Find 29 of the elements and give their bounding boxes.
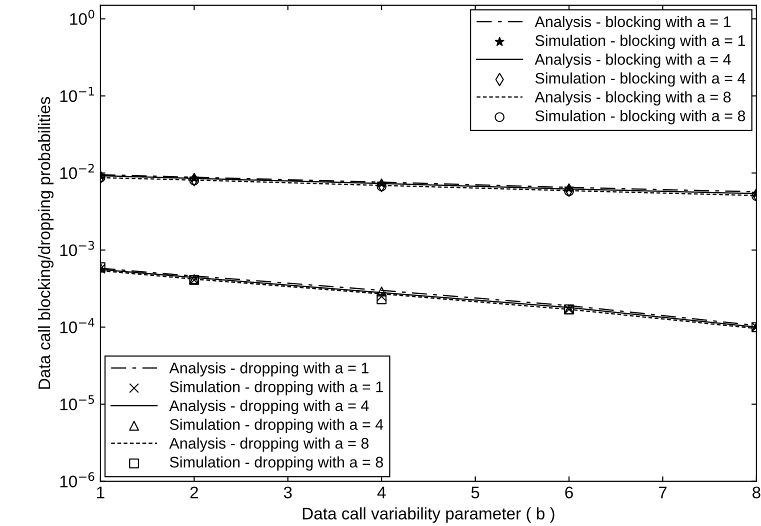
x-tick-label: 8 — [752, 486, 760, 498]
y-tick-label: 10$^{−6}$ — [60, 472, 94, 488]
legend-label: Simulation - blocking with a = 1 — [535, 34, 746, 50]
x-tick-label: 2 — [190, 486, 198, 498]
y-tick-label: 10$^{−3}$ — [60, 240, 94, 256]
legend-label: Analysis - blocking with a = 1 — [534, 16, 731, 30]
x-tick-label: 6 — [565, 486, 573, 498]
legend-label: Simulation - dropping with a = 8 — [170, 456, 383, 471]
legend-label: Simulation - blocking with a = 4 — [535, 72, 746, 87]
y-tick-label: 10$^{−2}$ — [60, 164, 94, 180]
legend-label: Simulation - dropping with a = 1 — [170, 381, 383, 396]
legend-label: Simulation - blocking with a = 8 — [535, 110, 746, 124]
y-tick-label: 10$^{−4}$ — [60, 318, 94, 334]
x-tick-label: 5 — [471, 486, 480, 498]
legend-label: Analysis - blocking with a = 4 — [534, 54, 731, 68]
y-axis-title: Data call blocking/dropping probabilities — [38, 97, 54, 389]
legend-label: Simulation - dropping with a = 4 — [170, 418, 384, 433]
y-tick-label: 10$^{−5}$ — [60, 395, 94, 410]
x-axis-title: Data call variability parameter ( b ) — [302, 507, 554, 523]
x-tick-label: 3 — [284, 486, 292, 498]
legend-label: Analysis - dropping with a = 8 — [169, 438, 369, 452]
y-tick-label: 10$^{−1}$ — [60, 86, 94, 102]
x-tick-label: 7 — [658, 486, 667, 498]
legend-label: Analysis - dropping with a = 1 — [169, 362, 368, 376]
x-tick-label: 1 — [97, 486, 104, 498]
y-tick-label: 10$^{0}$ — [70, 10, 94, 25]
x-tick-label: 4 — [377, 486, 386, 498]
legend-label: Analysis - blocking with a = 8 — [534, 91, 731, 106]
legend-label: Analysis - dropping with a = 4 — [169, 400, 369, 414]
